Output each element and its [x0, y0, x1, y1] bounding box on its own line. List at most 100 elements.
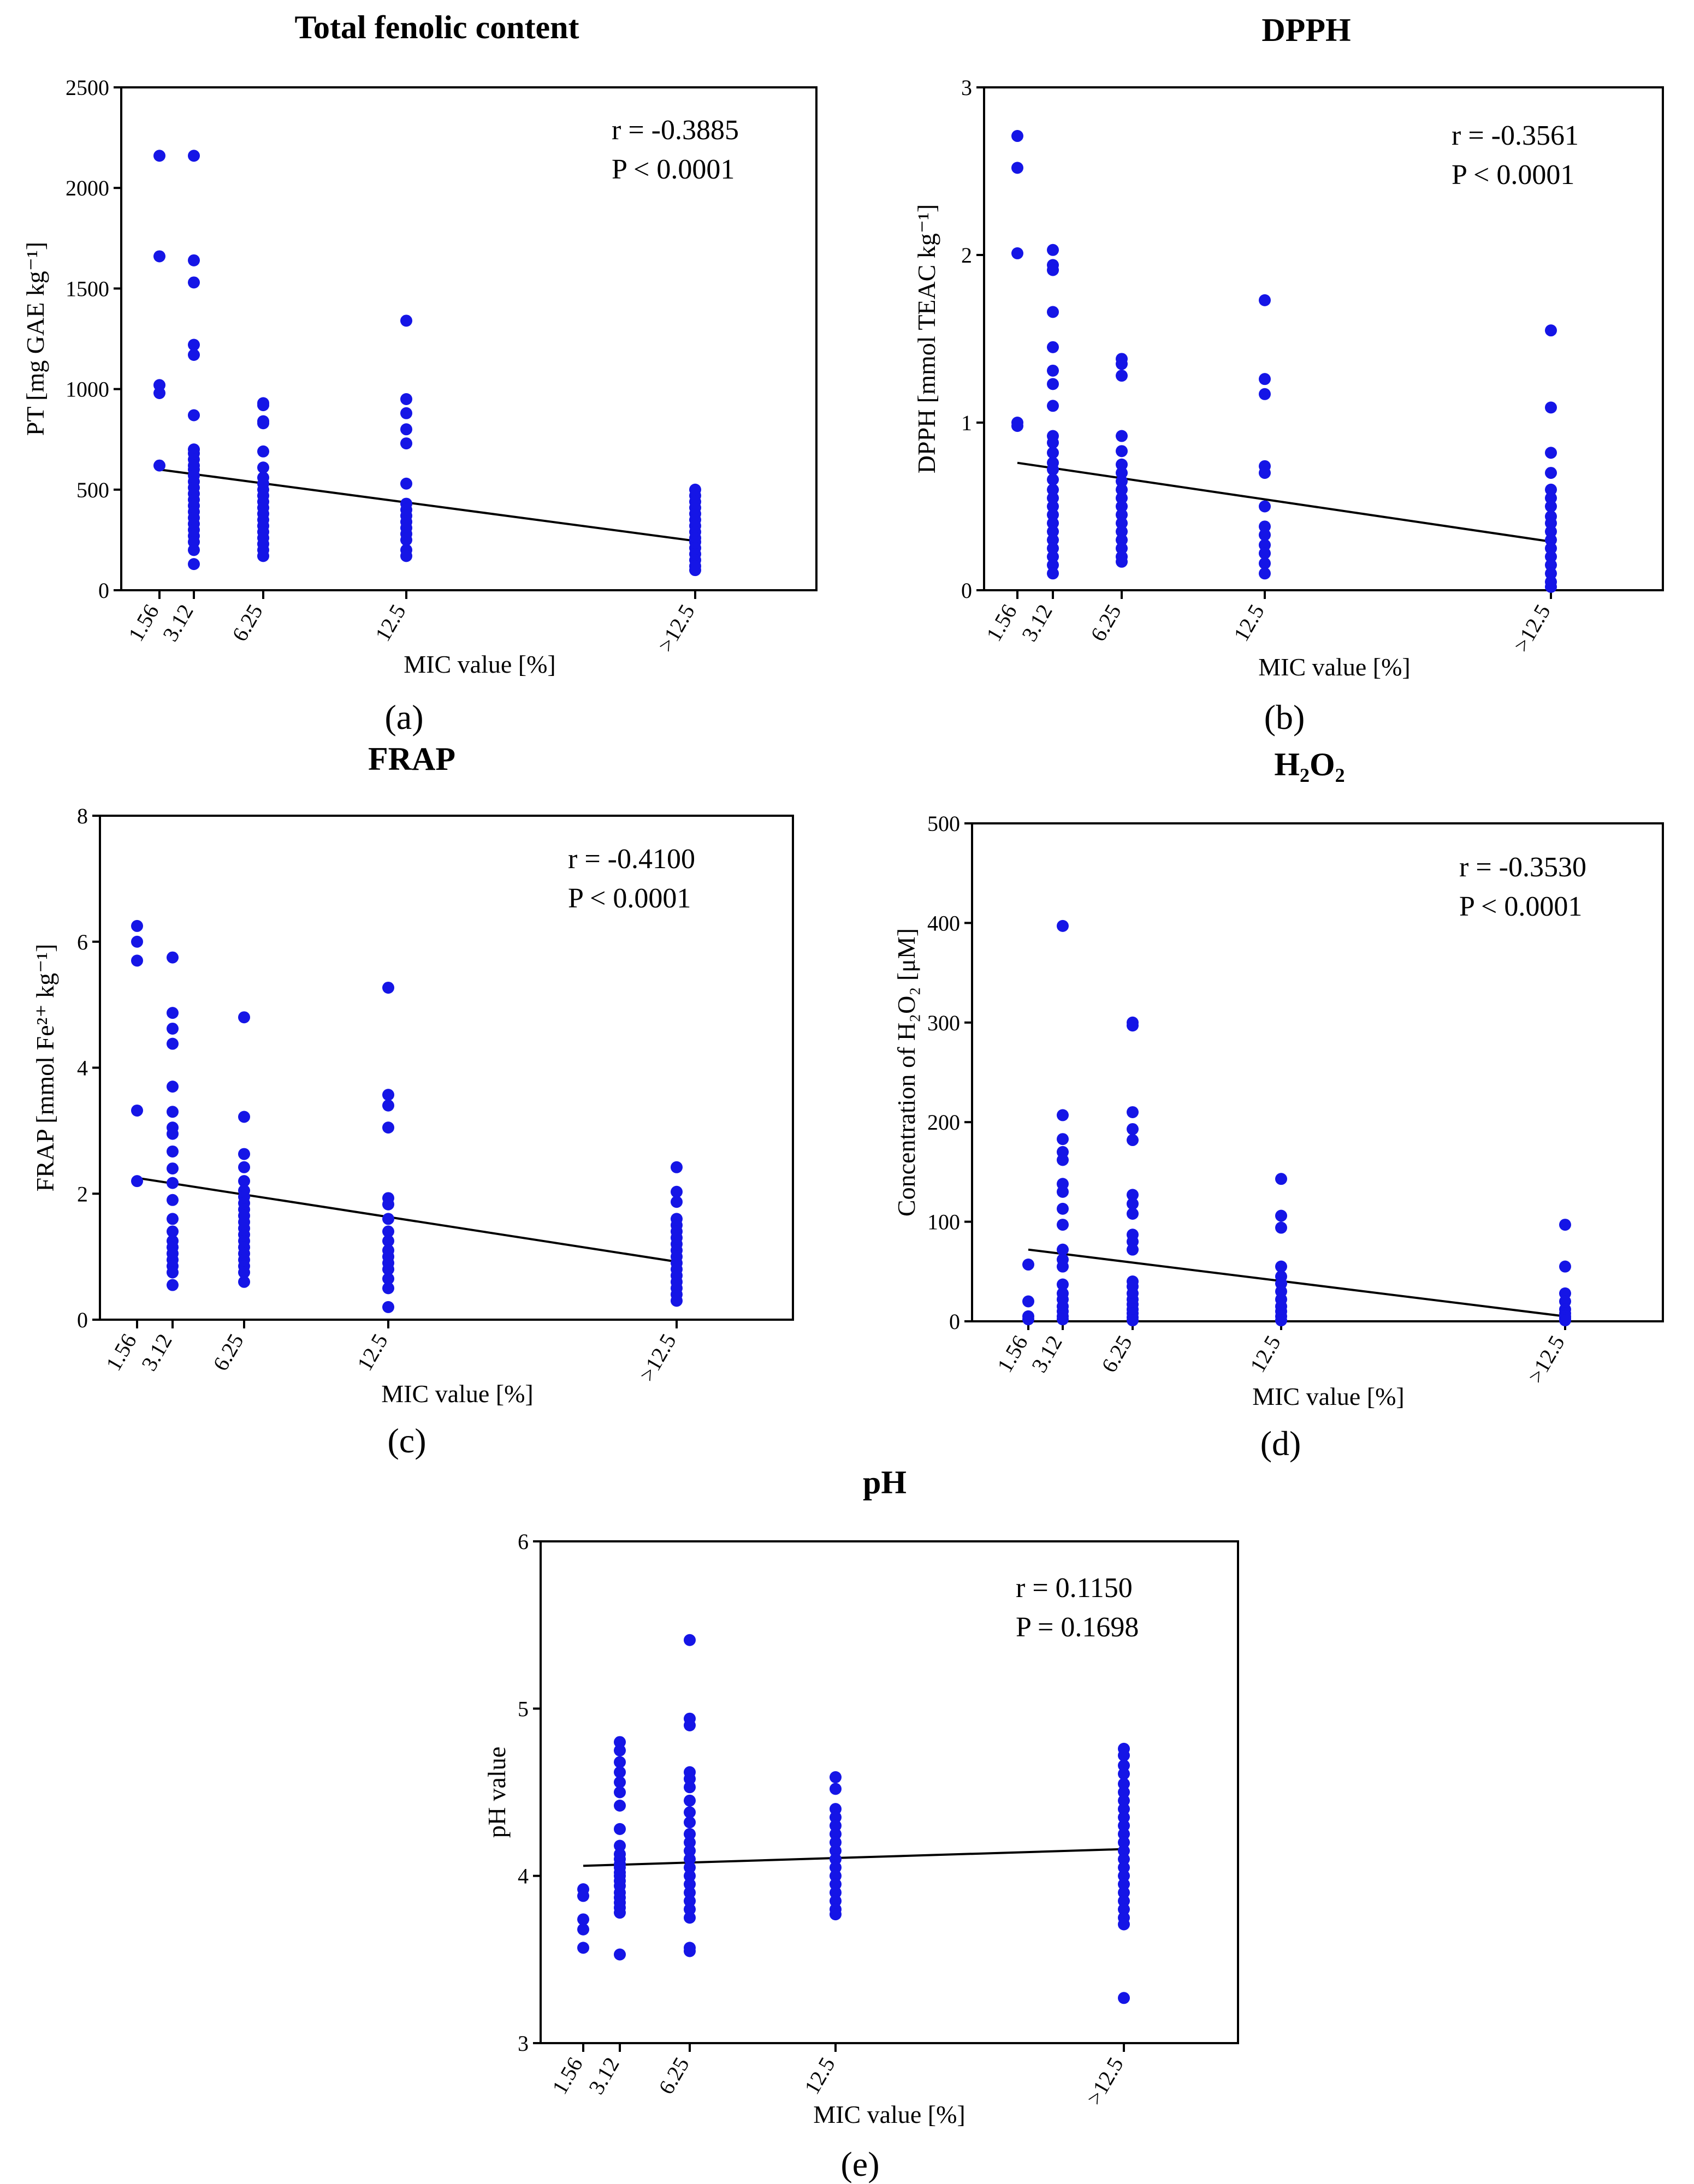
- stat-annotation: P = 0.1698: [1016, 1612, 1139, 1643]
- data-point: [153, 387, 165, 399]
- data-point: [1127, 1314, 1139, 1327]
- data-point: [257, 417, 269, 430]
- data-point: [167, 1266, 179, 1279]
- y-tick-label: 4: [77, 1056, 88, 1081]
- data-point: [1127, 1208, 1139, 1220]
- x-tick-label: 3.12: [158, 600, 198, 645]
- y-tick-label: 4: [518, 1864, 529, 1889]
- data-point: [1057, 1260, 1069, 1273]
- data-point: [1118, 1836, 1130, 1849]
- data-point: [671, 1295, 683, 1307]
- x-tick-label: 6.25: [227, 600, 268, 645]
- chart-title: DPPH: [1261, 12, 1351, 48]
- data-point: [830, 1811, 842, 1824]
- data-point: [684, 1886, 696, 1899]
- x-tick-label: 3.12: [1027, 1331, 1067, 1376]
- y-tick-label: 500: [76, 478, 109, 502]
- data-point: [1057, 1109, 1069, 1121]
- x-tick-label: 12.5: [799, 2053, 840, 2098]
- y-tick-label: 300: [927, 1011, 960, 1035]
- y-axis-label: DPPH [mmol TEAC kg⁻¹]: [913, 204, 940, 473]
- data-point: [1545, 467, 1557, 479]
- data-point: [167, 1037, 179, 1050]
- data-point: [830, 1844, 842, 1857]
- x-tick-label: 1.56: [981, 600, 1022, 645]
- x-tick-label: 6.25: [654, 2053, 694, 2098]
- y-tick-label: 0: [961, 578, 972, 603]
- data-point: [188, 254, 200, 266]
- x-axis-label: MIC value [%]: [813, 2100, 965, 2128]
- data-point: [684, 1772, 696, 1785]
- data-point: [1118, 1861, 1130, 1874]
- data-point: [1545, 492, 1557, 505]
- data-point: [131, 919, 143, 932]
- x-tick-label: >12.5: [653, 600, 700, 656]
- data-point: [684, 1870, 696, 1882]
- data-point: [382, 1263, 394, 1275]
- data-point: [689, 564, 701, 577]
- x-tick-label: 3.12: [584, 2053, 624, 2098]
- data-point: [400, 533, 412, 546]
- data-point: [1259, 520, 1271, 533]
- data-point: [1047, 559, 1059, 571]
- data-point: [1047, 378, 1059, 390]
- y-tick-label: 6: [77, 930, 88, 954]
- data-point: [1011, 247, 1023, 259]
- data-point: [238, 1175, 250, 1188]
- data-point: [188, 348, 200, 361]
- data-point: [1545, 567, 1557, 580]
- data-point: [830, 1836, 842, 1849]
- trend-line: [137, 1177, 677, 1263]
- data-point: [1057, 1243, 1069, 1256]
- data-point: [684, 1794, 696, 1807]
- data-point: [1545, 550, 1557, 563]
- x-tick-label: 12.5: [1229, 600, 1269, 645]
- y-tick-label: 2: [961, 243, 972, 268]
- data-point: [167, 1145, 179, 1158]
- data-point: [1047, 341, 1059, 353]
- stat-annotation: P < 0.0001: [568, 883, 691, 914]
- data-point: [614, 1839, 626, 1852]
- y-tick-label: 2000: [66, 176, 109, 200]
- data-point: [1118, 1870, 1130, 1882]
- data-point: [1116, 358, 1128, 370]
- x-axis-label: MIC value [%]: [1252, 1382, 1404, 1410]
- x-tick-label: 12.5: [370, 600, 411, 645]
- data-point: [1259, 373, 1271, 385]
- x-tick-label: 6.25: [1086, 600, 1126, 645]
- data-point: [1118, 1992, 1130, 2004]
- x-axis-label: MIC value [%]: [404, 650, 555, 678]
- x-tick-label: 3.12: [137, 1330, 177, 1375]
- data-point: [1116, 445, 1128, 458]
- chart-panel-b: DPPH 0 1 2 3 1.563.12 6.25 12.5 >12.5 MIC value […: [913, 12, 1664, 737]
- data-point: [684, 1903, 696, 1915]
- data-point: [1057, 1185, 1069, 1198]
- data-point: [1118, 1844, 1130, 1857]
- data-point: [1057, 1219, 1069, 1231]
- data-point: [684, 1634, 696, 1646]
- data-point: [1047, 264, 1059, 276]
- panel-label: (a): [384, 698, 423, 737]
- data-point: [1275, 1314, 1287, 1327]
- data-point: [167, 1213, 179, 1225]
- data-point: [1047, 483, 1059, 496]
- data-point: [1259, 567, 1271, 580]
- data-point: [1047, 473, 1059, 486]
- data-point: [382, 1225, 394, 1238]
- y-tick-label: 1000: [66, 377, 109, 402]
- data-point: [382, 1099, 394, 1112]
- data-point: [238, 1148, 250, 1160]
- data-point: [1116, 483, 1128, 496]
- stat-annotation: r = 0.1150: [1016, 1572, 1133, 1604]
- data-point: [1116, 508, 1128, 521]
- data-point: [188, 339, 200, 351]
- data-point: [614, 1823, 626, 1835]
- data-point: [1275, 1221, 1287, 1234]
- chart-title: H₂O₂: [1274, 746, 1344, 782]
- data-point: [1545, 401, 1557, 414]
- chart-panel-c: FRAP 0 2 4 6 8 1.563.12 6.25 12.5 >12.5 MIC value …: [31, 741, 794, 1460]
- data-point: [153, 150, 165, 162]
- trend-line: [159, 468, 696, 542]
- x-tick-label: 1.56: [123, 600, 164, 645]
